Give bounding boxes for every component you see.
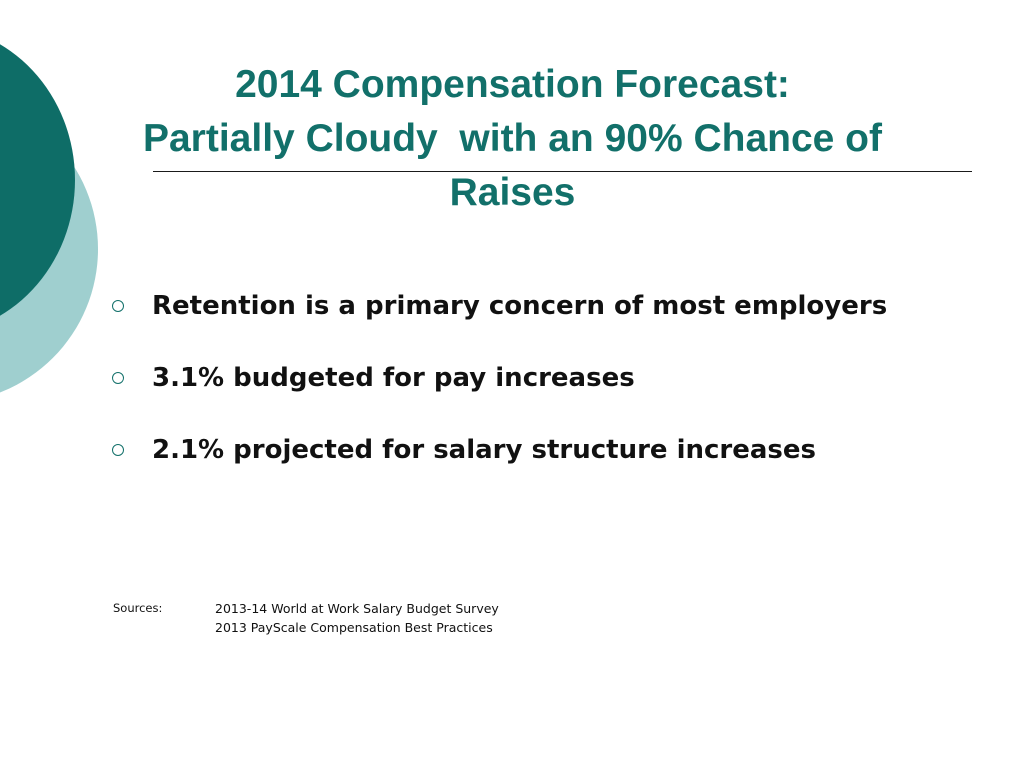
bullet-item: 3.1% budgeted for pay increases — [112, 364, 992, 393]
source-item: 2013 PayScale Compensation Best Practice… — [215, 620, 493, 635]
bullet-circle-icon — [112, 444, 124, 456]
title-line-3: Raises — [449, 171, 576, 214]
slide-title: 2014 Compensation Forecast: Partially Cl… — [60, 58, 965, 220]
sources-label: Sources: — [113, 601, 163, 615]
bullet-circle-icon — [112, 300, 124, 312]
bullet-text: Retention is a primary concern of most e… — [152, 291, 888, 321]
bullet-text: 2.1% projected for salary structure incr… — [152, 435, 817, 465]
source-item: 2013-14 World at Work Salary Budget Surv… — [215, 601, 499, 616]
title-line-2: Partially Cloudy with an 90% Chance of — [142, 117, 882, 160]
bullet-list: Retention is a primary concern of most e… — [112, 292, 992, 465]
sources-list: 2013-14 World at Work Salary Budget Surv… — [215, 599, 499, 637]
title-line-1: 2014 Compensation Forecast: — [235, 63, 790, 106]
bullet-item: Retention is a primary concern of most e… — [112, 292, 992, 321]
bullet-item: 2.1% projected for salary structure incr… — [112, 436, 992, 465]
bullet-text: 3.1% budgeted for pay increases — [152, 363, 635, 393]
title-divider — [153, 171, 972, 172]
bullet-circle-icon — [112, 372, 124, 384]
